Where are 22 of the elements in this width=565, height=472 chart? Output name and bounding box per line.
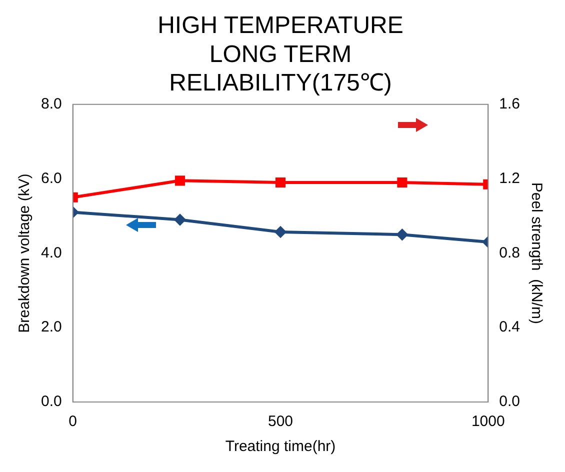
y-tick-label: 8.0 [40, 96, 62, 113]
point [397, 177, 408, 188]
x-tick-label: 0 [68, 413, 78, 430]
y2-axis-title: Peel strength (kN/m) [528, 182, 545, 324]
y2-tick-label: 0.8 [499, 244, 520, 262]
y2-tick-label: 0.0 [499, 393, 520, 410]
point [174, 176, 186, 186]
x-axis-title: Treating time(hr) [225, 438, 336, 456]
y-tick-label: 4.0 [40, 244, 62, 262]
y2-tick-label: 1.6 [499, 96, 520, 113]
x-tick-label: 500 [268, 413, 294, 430]
point [275, 226, 286, 238]
y2-tick-label: 0.4 [499, 318, 520, 336]
point [174, 214, 186, 226]
y-tick-label: 6.0 [40, 170, 62, 187]
y-tick-label: 2.0 [40, 318, 62, 336]
chart-title: HIGH TEMPERATURE LONG TERM RELIABILITY(175℃) [158, 12, 404, 97]
x-tick-label: 1000 [471, 413, 505, 430]
point [275, 177, 286, 188]
y2-tick-label: 1.2 [499, 170, 520, 187]
y-axis-title: Breakdown voltage (kV) [16, 174, 34, 333]
y-tick-label: 0.0 [40, 393, 62, 410]
